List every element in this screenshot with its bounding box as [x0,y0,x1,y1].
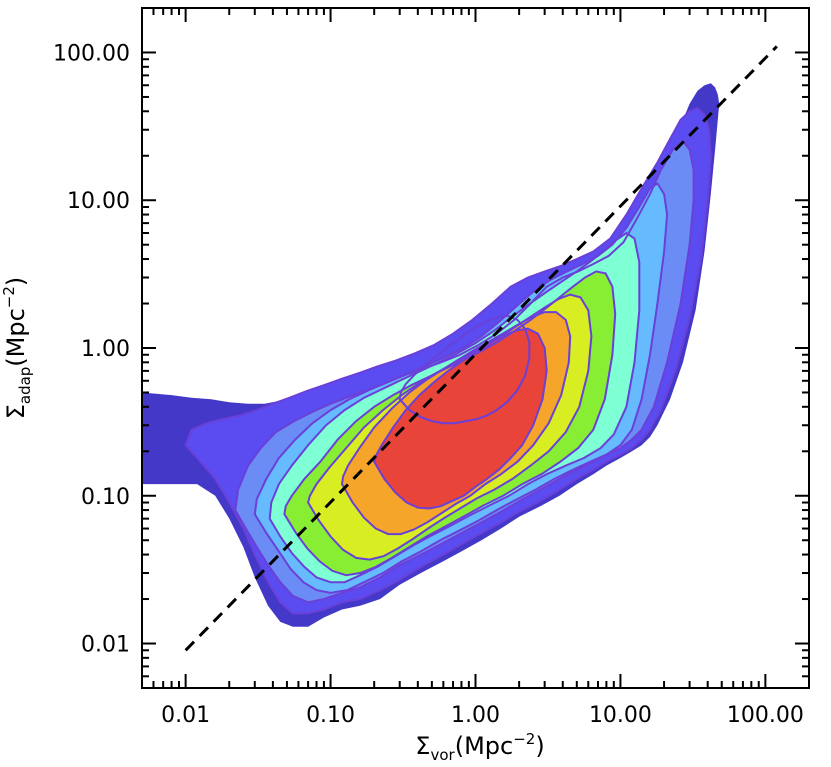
contour-line-8 [340,311,572,536]
x-tick-label: 10.00 [589,703,652,728]
contour-line-7 [307,293,593,561]
y-tick-label: 100.00 [53,41,130,66]
y-axis-ticks: 0.01 0.10 1.00 10.00 100.00 [53,7,809,689]
x-label-unit: (Mpc [455,732,514,760]
contour-line-6 [283,270,617,577]
y-label-unit: (Mpc [2,308,30,367]
x-label-exponent: −2 [513,730,535,748]
contour-fills [142,83,720,627]
x-label-close: ) [535,732,544,760]
x-tick-label: 0.10 [306,703,355,728]
y-axis-label: Σadap(Mpc−2) [0,277,34,420]
x-tick-label: 1.00 [451,703,500,728]
contour-level-9 [374,328,547,509]
y-label-exponent: −2 [0,286,18,308]
y-label-close: ) [2,277,30,286]
y-tick-label: 1.00 [81,337,130,362]
contour-line-9 [373,327,548,510]
y-tick-label: 0.01 [81,633,130,658]
x-tick-label: 0.01 [161,703,210,728]
y-tick-label: 0.10 [81,485,130,510]
contour-outlines [184,106,712,615]
x-axis-label: Σvor(Mpc−2) [415,730,544,764]
contour-line-2 [184,106,712,615]
y-tick-label: 10.00 [67,189,130,214]
y-label-subscript: adap [16,367,34,404]
inner-contour-line-1 [398,314,531,425]
y-label-symbol: Σ [2,404,30,419]
x-label-subscript: vor [430,746,455,764]
one-to-one-reference-line [184,45,778,652]
x-axis-ticks: 0.01 0.10 1.00 10.00 100.00 [141,8,810,728]
x-label-symbol: Σ [415,732,430,760]
x-tick-label: 100.00 [727,703,804,728]
contour-line-4 [253,181,669,594]
